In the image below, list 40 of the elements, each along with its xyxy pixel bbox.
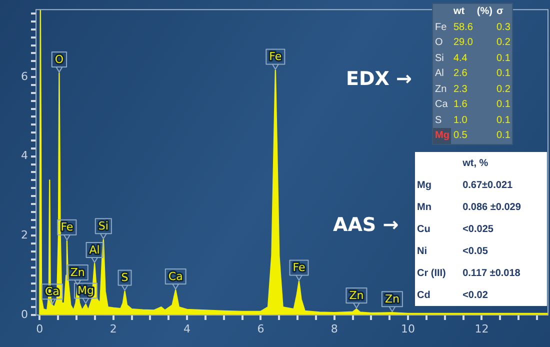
annotation: S (121, 271, 128, 284)
x-tick-label: 12 (474, 322, 489, 336)
annotation: Fe (292, 261, 306, 274)
text: S 1.0 0.1 (435, 114, 510, 126)
y-tick-label: 2 (21, 228, 28, 242)
text: Cr (III) 0.117 ±0.018 (417, 268, 520, 278)
x-tick-label: 0 (36, 322, 44, 336)
annotation: AAS → (333, 214, 399, 236)
annotation: EDX → (346, 68, 412, 90)
x-tick-label: 2 (110, 322, 117, 336)
text: O 29.0 0.2 (435, 37, 510, 48)
text: Ca 1.6 0.1 (435, 99, 510, 110)
text: Fe 58.6 0.3 (435, 22, 510, 33)
x-tick-label: 4 (184, 322, 191, 336)
annotation: Si (98, 220, 108, 232)
annotation: Zn (349, 288, 364, 302)
text: Al 2.6 0.1 (435, 68, 510, 80)
annotation: Al (89, 243, 100, 256)
annotation: Ca (168, 270, 183, 283)
text: Zn 2.3 0.2 (435, 84, 510, 95)
y-tick-label: 6 (21, 70, 28, 83)
annotation: Fe (60, 220, 74, 234)
annotation: Fe (269, 50, 282, 64)
y-tick-label: 0 (21, 308, 28, 321)
annotation: O (54, 52, 64, 66)
annotation: wt, % (462, 156, 490, 170)
text: Mn 0.086 ±0.029 (417, 202, 521, 212)
text: Mg 0.5 0.1 (435, 130, 510, 142)
text: Ni <0.05 (417, 246, 488, 256)
text: Cd <0.02 (417, 290, 488, 300)
text: Cu <0.025 (417, 224, 494, 234)
text: Mg 0.67±0.021 (417, 180, 513, 190)
x-tick-label: 10 (401, 322, 416, 336)
x-tick-label: 8 (330, 322, 338, 336)
annotation: Zn (70, 266, 85, 279)
text: wt (%) σ (453, 6, 504, 18)
x-tick-label: 6 (257, 322, 264, 336)
y-tick-label: 4 (21, 149, 28, 162)
annotation: Zn (384, 292, 400, 306)
text: Si 4.4 0.1 (435, 52, 510, 64)
